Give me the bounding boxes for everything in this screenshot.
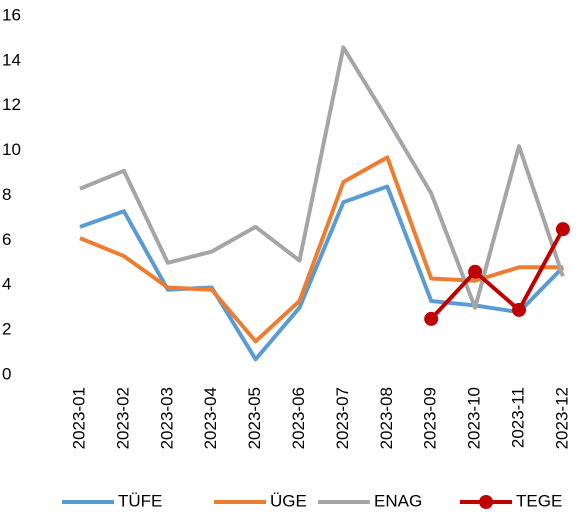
x-tick-label: 2023-02 xyxy=(113,387,132,449)
y-tick-label: 12 xyxy=(2,95,21,114)
legend-item: ENAG xyxy=(318,491,422,510)
point-marker xyxy=(424,311,439,326)
x-tick-label: 2023-03 xyxy=(157,387,176,449)
series-line xyxy=(79,184,565,362)
y-tick-label: 14 xyxy=(2,50,21,69)
x-tick-label: 2023-12 xyxy=(552,387,571,449)
legend-item: ÜGE xyxy=(214,491,307,510)
x-tick-label: 2023-01 xyxy=(69,387,88,449)
point-marker xyxy=(512,302,526,317)
y-tick-label: 16 xyxy=(2,5,21,24)
x-tick-label: 2023-05 xyxy=(245,387,264,449)
x-tick-label: 2023-06 xyxy=(289,387,308,449)
point-marker xyxy=(555,222,570,237)
y-tick-label: 2 xyxy=(2,320,11,339)
x-tick-label: 2023-10 xyxy=(465,387,484,449)
legend-label: TÜFE xyxy=(118,491,162,510)
series-line xyxy=(429,228,565,321)
series-line xyxy=(79,45,565,310)
y-tick-label: 8 xyxy=(2,185,11,204)
y-tick-label: 4 xyxy=(2,275,11,294)
x-tick-label: 2023-09 xyxy=(421,387,440,449)
y-tick-label: 6 xyxy=(2,230,11,249)
legend-label: TEGE xyxy=(516,491,562,510)
legend-label: ÜGE xyxy=(270,491,307,510)
legend-label: ENAG xyxy=(374,491,422,510)
point-marker xyxy=(468,264,483,279)
legend-item: TÜFE xyxy=(62,491,162,510)
legend-marker xyxy=(479,495,493,509)
y-tick-label: 10 xyxy=(2,140,21,159)
x-tick-label: 2023-07 xyxy=(333,387,352,449)
y-tick-label: 0 xyxy=(2,364,11,383)
x-tick-label: 2023-08 xyxy=(377,387,396,449)
x-tick-label: 2023-11 xyxy=(508,387,527,448)
legend-item: TEGE xyxy=(460,491,562,510)
x-tick-label: 2023-04 xyxy=(201,387,220,449)
